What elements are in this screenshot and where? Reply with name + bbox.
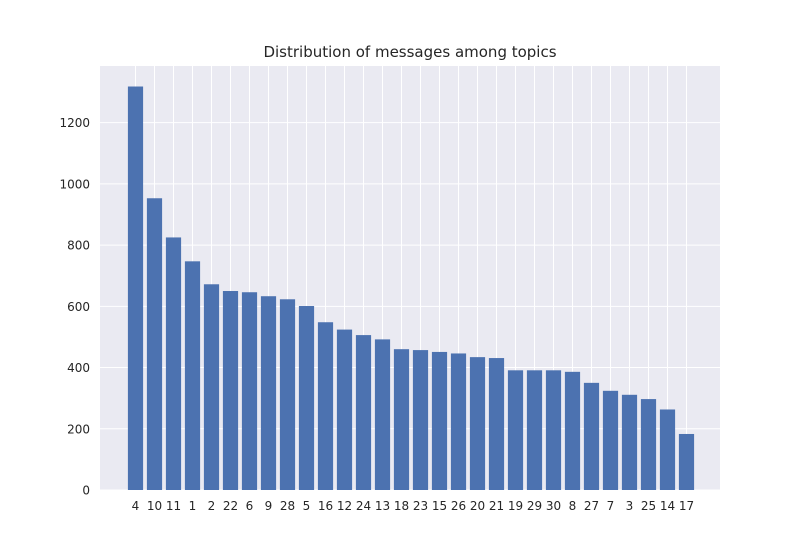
bar-topic-27 [583,382,600,490]
bar-topic-2 [203,284,220,490]
x-tick-label: 29 [527,499,542,513]
x-tick-label: 14 [660,499,675,513]
bar-topic-11 [165,237,182,490]
x-tick-label: 23 [413,499,428,513]
x-axis-ticks: 4 10 11 1 2 22 6 9 28 5 16 12 24 13 18 23 15 26 20 21 19 29 30… [132,499,694,513]
bar-topic-21 [488,358,505,490]
y-axis-ticks: 0 200 400 600 800 1000 1200 [59,116,90,497]
bar-topic-25 [640,399,657,490]
x-tick-label: 27 [584,499,599,513]
bar-topic-7 [602,390,619,490]
bar-topic-3 [621,394,638,490]
bar-topic-15 [431,351,448,490]
x-tick-label: 12 [337,499,352,513]
x-tick-label: 10 [147,499,162,513]
bar-topic-24 [355,335,372,490]
x-tick-label: 19 [508,499,523,513]
x-tick-label: 22 [223,499,238,513]
bar-topic-14 [659,409,676,490]
bar-topic-20 [469,357,486,490]
x-tick-label: 11 [166,499,181,513]
bar-topic-28 [279,299,296,490]
bar-topic-13 [374,339,391,490]
x-tick-label: 20 [470,499,485,513]
bar-topic-26 [450,353,467,490]
y-tick-label: 400 [67,361,90,375]
y-tick-label: 1200 [59,116,90,130]
bar-topic-23 [412,350,429,490]
x-tick-label: 9 [265,499,273,513]
x-tick-label: 28 [280,499,295,513]
x-tick-label: 16 [318,499,333,513]
bar-topic-18 [393,349,410,490]
x-tick-label: 24 [356,499,371,513]
x-tick-label: 21 [489,499,504,513]
x-tick-label: 1 [189,499,197,513]
bar-topic-22 [222,291,239,490]
bar-topic-4 [127,86,144,490]
bar-topic-16 [317,322,334,490]
bars [127,86,695,490]
bar-topic-29 [526,370,543,490]
x-tick-label: 7 [607,499,615,513]
y-tick-label: 800 [67,239,90,253]
bar-topic-8 [564,371,581,490]
x-tick-label: 30 [546,499,561,513]
x-tick-label: 8 [569,499,577,513]
x-tick-label: 26 [451,499,466,513]
y-tick-label: 600 [67,300,90,314]
bar-topic-12 [336,329,353,490]
x-tick-label: 5 [303,499,311,513]
y-tick-label: 200 [67,422,90,436]
x-tick-label: 15 [432,499,447,513]
bar-topic-19 [507,370,524,490]
x-tick-label: 6 [246,499,254,513]
bar-topic-30 [545,370,562,490]
x-tick-label: 13 [375,499,390,513]
x-tick-label: 25 [641,499,656,513]
x-tick-label: 2 [208,499,216,513]
bar-topic-1 [184,261,201,490]
bar-topic-5 [298,306,315,490]
x-tick-label: 17 [679,499,694,513]
x-tick-label: 18 [394,499,409,513]
bar-topic-6 [241,292,258,490]
x-tick-label: 4 [132,499,140,513]
bar-topic-10 [146,198,163,490]
y-tick-label: 0 [82,484,90,498]
bar-topic-9 [260,296,277,490]
bar-topic-17 [678,433,695,490]
x-tick-label: 3 [626,499,634,513]
y-tick-label: 1000 [59,177,90,191]
chart-title: Distribution of messages among topics [263,43,556,61]
